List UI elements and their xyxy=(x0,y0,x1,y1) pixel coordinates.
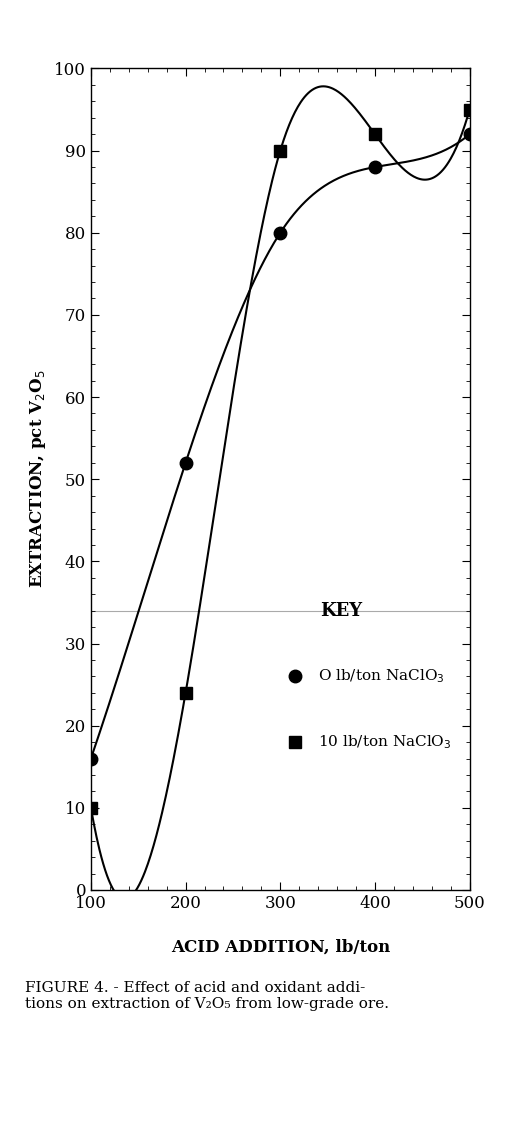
Text: 10 lb/ton NaClO$_3$: 10 lb/ton NaClO$_3$ xyxy=(318,734,451,751)
Text: KEY: KEY xyxy=(320,601,362,620)
Text: EXTRACTION, pct V$_2$O$_5$: EXTRACTION, pct V$_2$O$_5$ xyxy=(28,370,48,589)
Text: FIGURE 4. - Effect of acid and oxidant addi-
tions on extraction of V₂O₅ from lo: FIGURE 4. - Effect of acid and oxidant a… xyxy=(25,981,389,1011)
Text: ACID ADDITION, lb/ton: ACID ADDITION, lb/ton xyxy=(171,939,390,956)
Text: O lb/ton NaClO$_3$: O lb/ton NaClO$_3$ xyxy=(318,667,445,686)
